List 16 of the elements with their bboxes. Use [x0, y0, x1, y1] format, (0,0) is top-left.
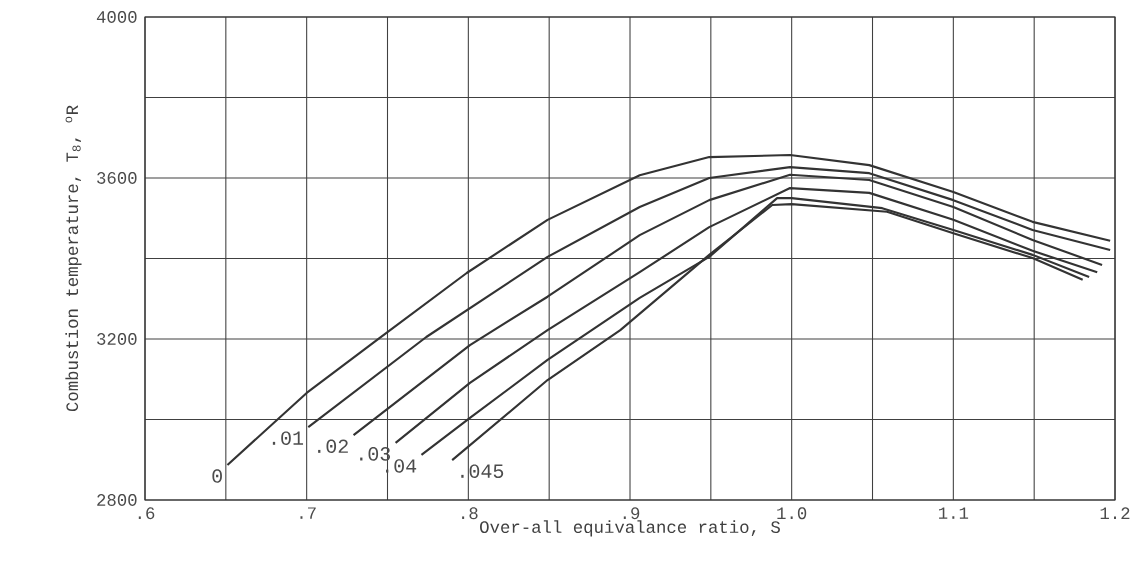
x-tick-label: .8: [462, 507, 478, 520]
x-tick-label: .7: [300, 507, 316, 519]
x-axis-title: Over-all equivalance ratio, S: [480, 520, 780, 537]
x-tick-label: 1.2: [1100, 507, 1130, 519]
y-tick-label: 3600: [97, 172, 137, 184]
x-tick-label: .9: [623, 507, 640, 520]
series-label: .01: [272, 431, 304, 445]
x-tick-label: .6: [138, 507, 155, 520]
x-tick-label: 1.1: [938, 507, 969, 519]
y-tick-label: 4000: [96, 11, 137, 23]
x-tick-label: 1.0: [777, 507, 807, 520]
y-tick-label: 2800: [97, 494, 137, 506]
y-tick-label: 3200: [97, 333, 137, 345]
series-label: 0: [212, 469, 222, 483]
y-axis-title: Combustion temperature, T$_{8}$, $^{o}$R: [65, 105, 82, 412]
series-label: .02: [318, 439, 348, 454]
